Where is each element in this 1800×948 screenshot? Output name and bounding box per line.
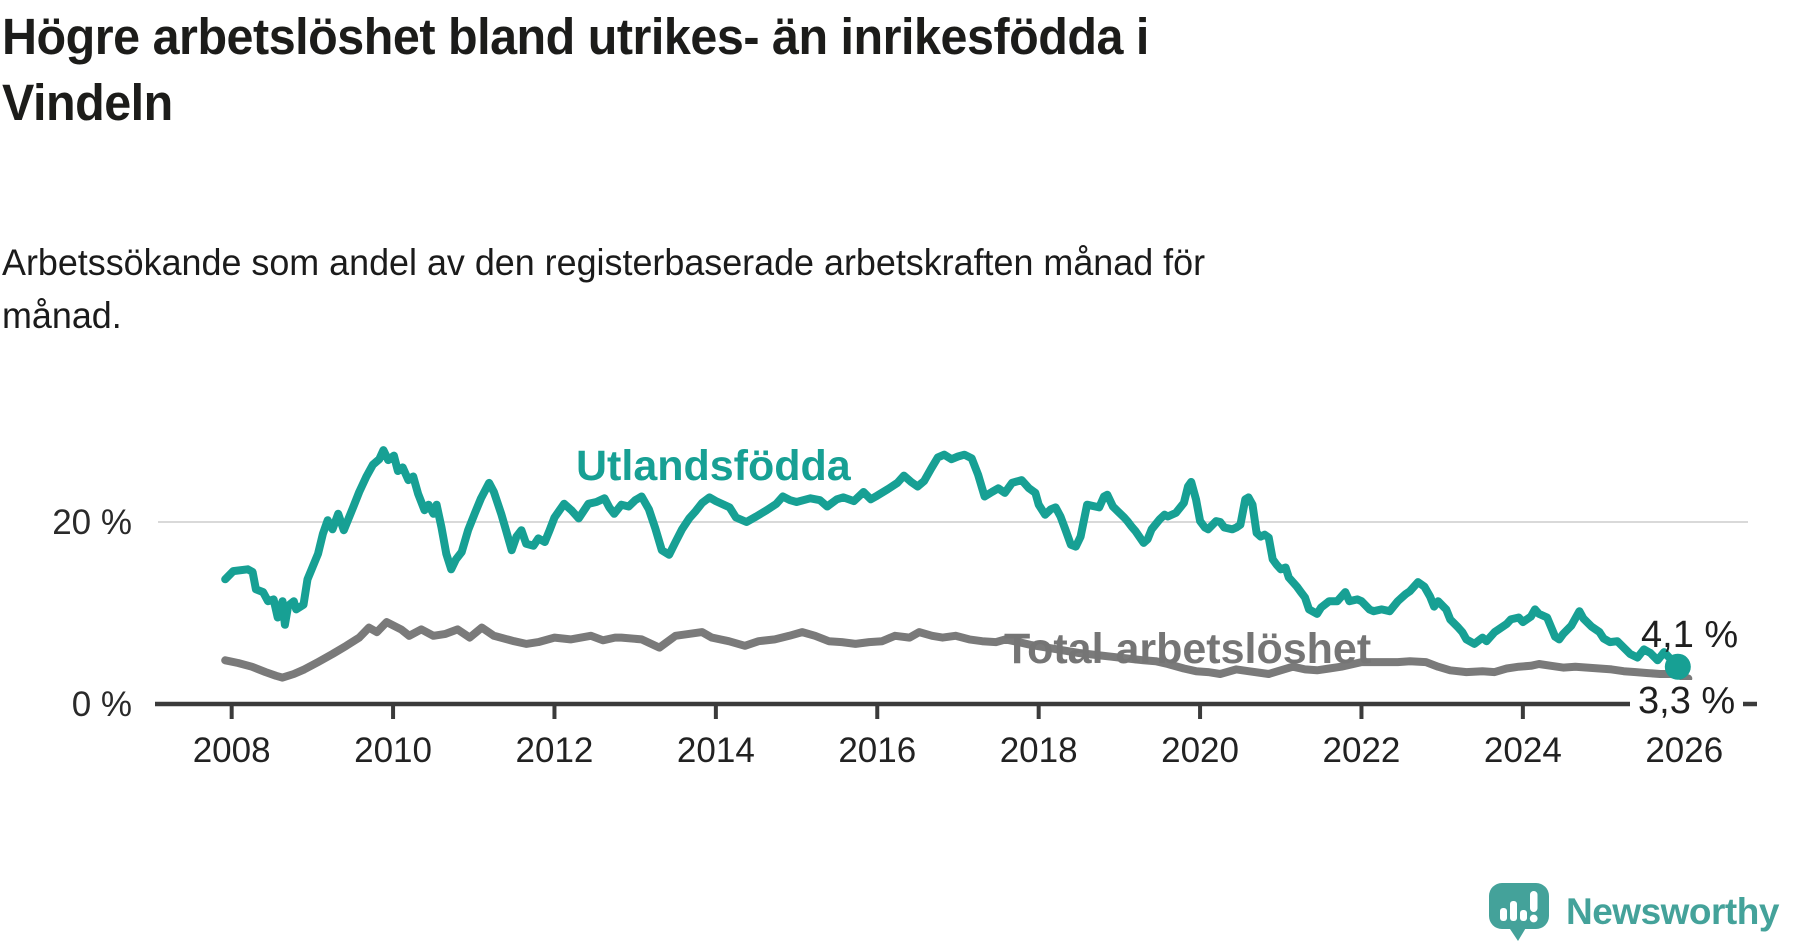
x-axis-label-2016: 2016 (838, 731, 916, 770)
page-title: Högre arbetslöshet bland utrikes- än inr… (2, 4, 1149, 136)
title-line-1: Högre arbetslöshet bland utrikes- än inr… (2, 8, 1149, 65)
series-label-utlandsfodda: Utlandsfödda (576, 442, 851, 490)
x-axis-label-2022: 2022 (1323, 731, 1401, 770)
title-line-2: Vindeln (2, 74, 173, 131)
end-value-utlandsfodda: 4,1 % (1641, 614, 1739, 656)
newsworthy-speech-bubble-icon (1489, 883, 1549, 941)
x-axis-label-2026: 2026 (1645, 731, 1723, 770)
x-axis-label-2018: 2018 (1000, 731, 1078, 770)
subtitle-line-1: Arbetssökande som andel av den registerb… (2, 242, 1206, 283)
y-axis-label-0: 0 % (72, 685, 132, 724)
x-axis-label-2012: 2012 (516, 731, 594, 770)
series-label-total-arbetsloshet: Total arbetslöshet (1004, 625, 1372, 673)
newsworthy-logo-text: Newsworthy (1566, 891, 1779, 932)
chart-subtitle: Arbetssökande som andel av den registerb… (2, 236, 1205, 342)
x-axis-label-2024: 2024 (1484, 731, 1562, 770)
x-axis-label-2020: 2020 (1161, 731, 1239, 770)
newsworthy-logo: Newsworthy (1488, 882, 1779, 942)
latest-value-dot (1664, 653, 1691, 680)
y-axis-label-20: 20 % (52, 503, 132, 542)
end-value-total: 3,3 % (1630, 680, 1744, 723)
x-axis-label-2008: 2008 (193, 731, 271, 770)
x-axis-label-2014: 2014 (677, 731, 755, 770)
subtitle-line-2: månad. (2, 295, 122, 336)
line-total-arbetsl-shet (221, 618, 1693, 683)
line-utlandsf-dda (221, 446, 1682, 671)
x-axis-label-2010: 2010 (354, 731, 432, 770)
